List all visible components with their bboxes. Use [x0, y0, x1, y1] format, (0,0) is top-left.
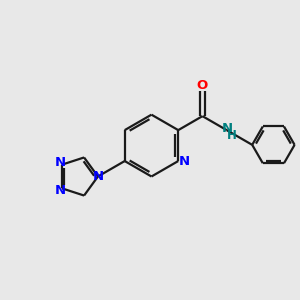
Text: H: H	[227, 129, 237, 142]
Text: N: N	[55, 184, 66, 197]
Text: N: N	[221, 122, 233, 135]
Text: O: O	[197, 79, 208, 92]
Text: N: N	[92, 170, 104, 183]
Text: N: N	[55, 156, 66, 169]
Text: N: N	[179, 155, 190, 168]
